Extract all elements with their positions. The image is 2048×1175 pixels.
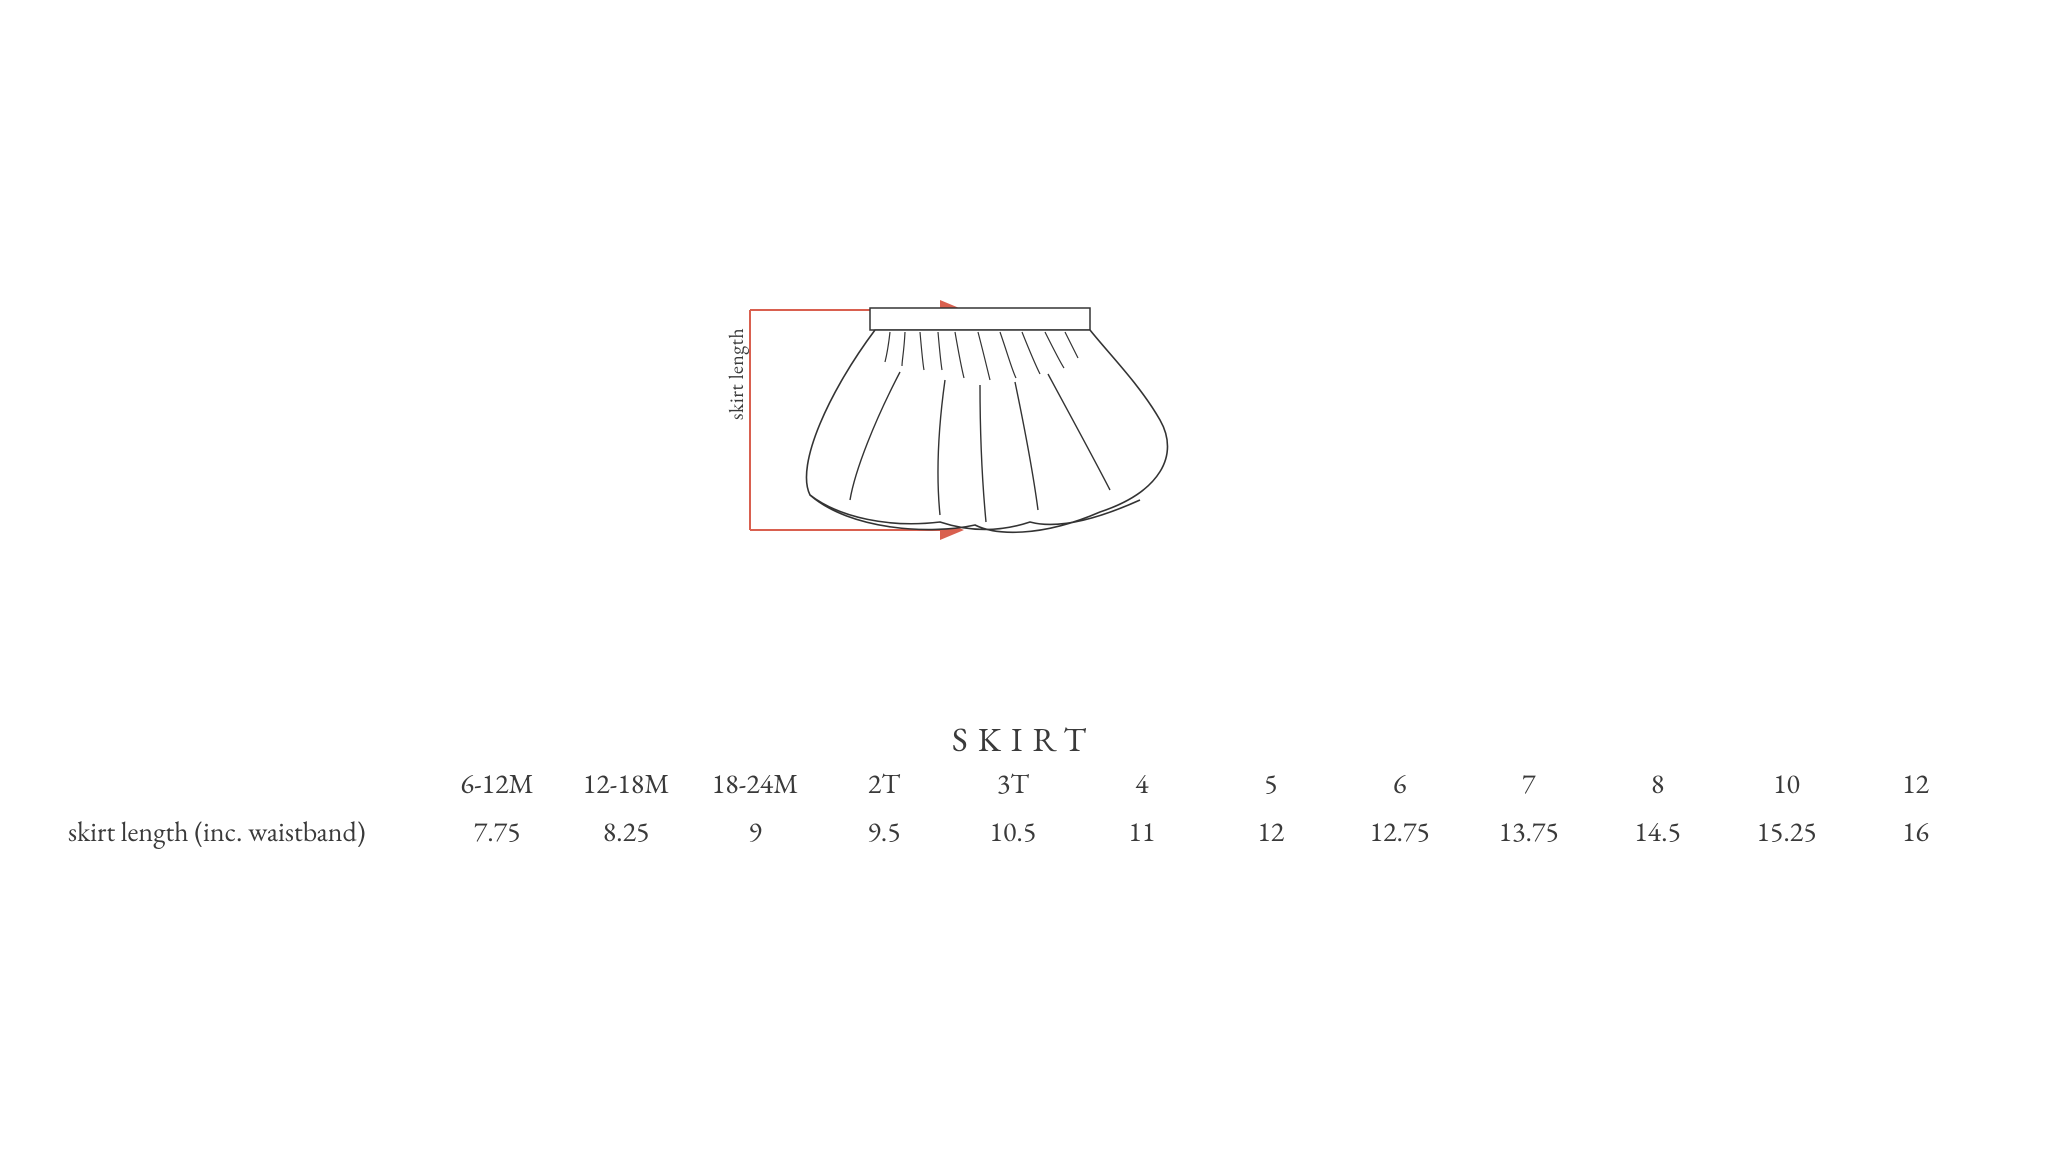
size-col: 2T bbox=[820, 760, 949, 808]
value-cell: 13.75 bbox=[1464, 808, 1593, 856]
size-col: 8 bbox=[1593, 760, 1722, 808]
size-col: 18-24M bbox=[691, 760, 820, 808]
value-cell: 14.5 bbox=[1593, 808, 1722, 856]
size-col: 6-12M bbox=[433, 760, 562, 808]
size-col: 5 bbox=[1206, 760, 1335, 808]
size-col: 4 bbox=[1077, 760, 1206, 808]
value-cell: 12 bbox=[1206, 808, 1335, 856]
size-table-wrap: 6-12M 12-18M 18-24M 2T 3T 4 5 6 7 8 10 1… bbox=[60, 760, 1980, 856]
value-cell: 9.5 bbox=[820, 808, 949, 856]
value-cell: 7.75 bbox=[433, 808, 562, 856]
value-cell: 15.25 bbox=[1722, 808, 1851, 856]
size-col: 7 bbox=[1464, 760, 1593, 808]
size-col: 6 bbox=[1335, 760, 1464, 808]
value-cell: 12.75 bbox=[1335, 808, 1464, 856]
chart-title: SKIRT bbox=[0, 718, 2048, 762]
size-col: 10 bbox=[1722, 760, 1851, 808]
header-blank bbox=[60, 760, 433, 808]
size-col: 3T bbox=[948, 760, 1077, 808]
row-label: skirt length (inc. waistband) bbox=[60, 808, 433, 856]
value-cell: 9 bbox=[691, 808, 820, 856]
table-row-values: skirt length (inc. waistband) 7.75 8.25 … bbox=[60, 808, 1980, 856]
skirt-diagram bbox=[740, 300, 1240, 560]
value-cell: 10.5 bbox=[948, 808, 1077, 856]
size-col: 12-18M bbox=[562, 760, 691, 808]
value-cell: 11 bbox=[1077, 808, 1206, 856]
skirt-svg bbox=[740, 300, 1240, 560]
size-chart-page: skirt length SKIRT 6-12M 12-18M 18-24M 2… bbox=[0, 0, 2048, 1175]
value-cell: 16 bbox=[1851, 808, 1980, 856]
value-cell: 8.25 bbox=[562, 808, 691, 856]
size-table: 6-12M 12-18M 18-24M 2T 3T 4 5 6 7 8 10 1… bbox=[60, 760, 1980, 856]
table-row-header: 6-12M 12-18M 18-24M 2T 3T 4 5 6 7 8 10 1… bbox=[60, 760, 1980, 808]
size-col: 12 bbox=[1851, 760, 1980, 808]
measure-label: skirt length bbox=[723, 328, 749, 420]
